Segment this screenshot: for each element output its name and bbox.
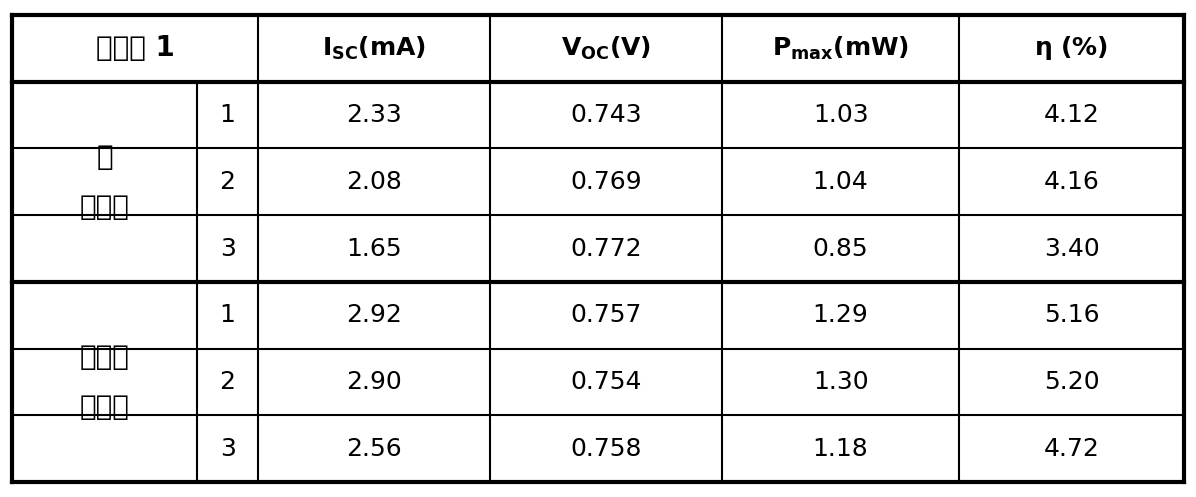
Text: 0.757: 0.757 [570, 303, 642, 327]
Text: 2: 2 [220, 370, 236, 394]
Text: 2: 2 [220, 170, 236, 194]
Text: 3: 3 [220, 437, 236, 461]
Text: 本发明
光阳极: 本发明 光阳极 [80, 343, 129, 421]
Text: 3.40: 3.40 [1044, 237, 1099, 260]
Text: 1: 1 [220, 303, 236, 327]
Text: $\mathbf{P_{max}}$$\mathbf{(mW)}$: $\mathbf{P_{max}}$$\mathbf{(mW)}$ [773, 35, 909, 62]
Text: 1.03: 1.03 [813, 103, 868, 127]
Text: 2.08: 2.08 [346, 170, 402, 194]
Text: $\mathbf{I_{SC}}$$\mathbf{(mA)}$: $\mathbf{I_{SC}}$$\mathbf{(mA)}$ [322, 35, 426, 62]
Text: $\mathbf{V_{OC}}$$\mathbf{(V)}$: $\mathbf{V_{OC}}$$\mathbf{(V)}$ [561, 35, 652, 62]
Text: 1: 1 [220, 103, 236, 127]
Text: 2.90: 2.90 [347, 370, 402, 394]
Text: 3: 3 [220, 237, 236, 260]
Text: 0.754: 0.754 [570, 370, 642, 394]
Text: 4.72: 4.72 [1044, 437, 1099, 461]
Text: 1.18: 1.18 [813, 437, 868, 461]
Text: 0.758: 0.758 [570, 437, 642, 461]
Text: 5.16: 5.16 [1044, 303, 1099, 327]
Text: 0.772: 0.772 [570, 237, 642, 260]
Text: 0.743: 0.743 [570, 103, 642, 127]
Text: 1.29: 1.29 [813, 303, 868, 327]
Text: 1.65: 1.65 [347, 237, 402, 260]
Text: 5.20: 5.20 [1044, 370, 1099, 394]
Text: $\mathbf{\eta}$ (%): $\mathbf{\eta}$ (%) [1035, 34, 1109, 62]
Text: 2.92: 2.92 [346, 303, 402, 327]
Text: 1.30: 1.30 [813, 370, 868, 394]
Text: 0.85: 0.85 [813, 237, 868, 260]
Text: 1.04: 1.04 [813, 170, 868, 194]
Text: 2.33: 2.33 [347, 103, 402, 127]
Text: 0.769: 0.769 [570, 170, 642, 194]
Text: 4.12: 4.12 [1044, 103, 1099, 127]
Text: 原
光阳极: 原 光阳极 [80, 143, 129, 221]
Text: 实施例 1: 实施例 1 [96, 34, 175, 62]
Text: 2.56: 2.56 [347, 437, 402, 461]
Text: 4.16: 4.16 [1044, 170, 1099, 194]
